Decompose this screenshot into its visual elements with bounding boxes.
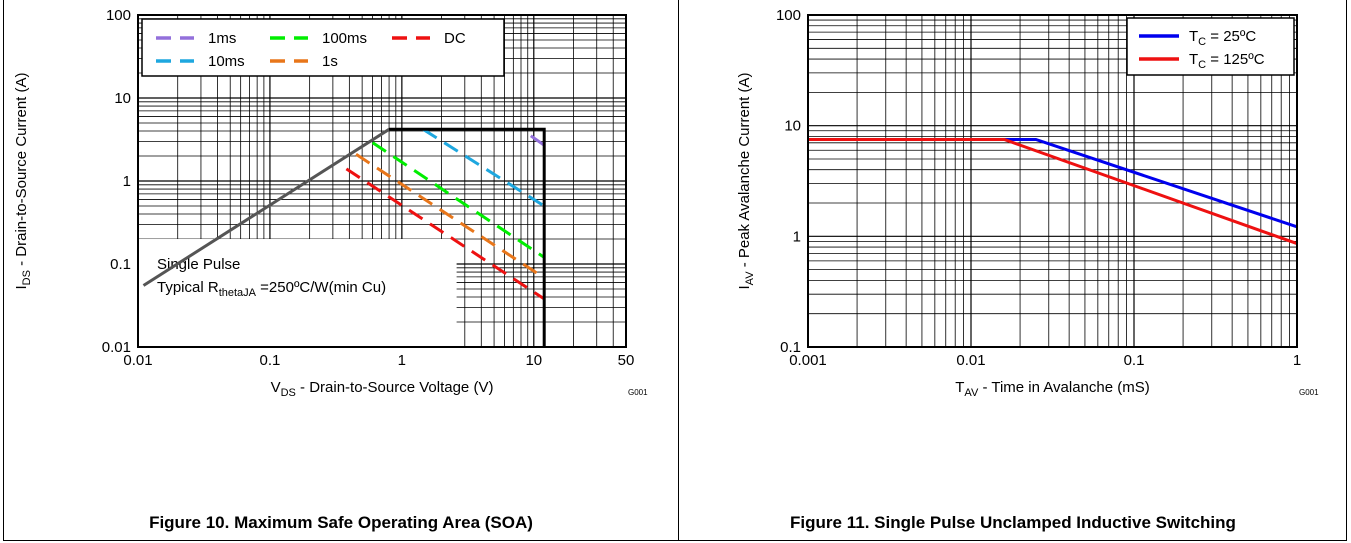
y-axis-label: IDS - Drain-to-Source Current (A)	[13, 72, 33, 289]
uis-caption: Figure 11. Single Pulse Unclamped Induct…	[790, 513, 1236, 532]
legend-label: TC = 25ºC	[1189, 28, 1256, 48]
y-axis-label: IAV - Peak Avalanche Current (A)	[736, 72, 756, 289]
page-border	[3, 0, 1347, 541]
panel-divider	[678, 0, 679, 541]
y-tick-label: 10	[114, 90, 131, 107]
y-tick-label: 100	[776, 7, 801, 24]
y-tick-label: 1	[123, 173, 131, 190]
x-tick-label: 10	[525, 352, 542, 369]
x-tick-label: 0.1	[259, 352, 280, 369]
x-tick-label: 1	[398, 352, 406, 369]
series-line	[355, 153, 546, 280]
x-tick-label: 0.001	[789, 352, 827, 369]
legend: TC = 25ºC TC = 125ºC	[1126, 17, 1295, 76]
plot-border	[807, 14, 1298, 348]
legend-box	[1126, 17, 1295, 76]
x-axis-label: TAV - Time in Avalanche (mS)	[955, 379, 1149, 399]
y-tick-label: 0.1	[110, 256, 131, 273]
annotation-line-1: Single Pulse	[157, 256, 240, 273]
legend-label: 1s	[322, 53, 338, 70]
y-tick-label: 10	[784, 118, 801, 135]
legend: 1ms 100ms DC 10ms 1s	[141, 18, 505, 77]
x-tick-label: 0.1	[1124, 352, 1145, 369]
y-tick-label: 100	[106, 7, 131, 24]
legend-label: 100ms	[322, 30, 367, 47]
y-tick-label: 0.1	[780, 339, 801, 356]
soa-chart: 0.01 0.1 1 10 50 0.01 0.1 1 10 100 VDS - Drain-to-…	[13, 7, 648, 399]
plot-border	[137, 14, 627, 348]
uis-panel: 0.001 0.01 0.1 1 0.1 1 10 100 TAV - Time in Aval…	[679, 0, 1347, 541]
legend-label: TC = 125ºC	[1189, 51, 1265, 71]
x-tick-label: 0.01	[956, 352, 985, 369]
legend-label: 10ms	[208, 53, 245, 70]
soa-panel: 0.01 0.1 1 10 50 0.01 0.1 1 10 100 VDS - Drain-to-…	[4, 0, 678, 541]
x-axis-label: VDS - Drain-to-Source Voltage (V)	[271, 379, 494, 399]
series-line	[371, 141, 546, 259]
legend-label: 1ms	[208, 30, 236, 47]
annotation-box	[139, 239, 457, 346]
series-line	[389, 127, 546, 347]
annotation-line-2: Typical RthetaJA =250ºC/W(min Cu)	[157, 279, 386, 299]
x-tick-label: 0.01	[123, 352, 152, 369]
series-line	[808, 138, 1298, 246]
x-tick-label: 1	[1293, 352, 1301, 369]
series-line	[142, 128, 390, 287]
x-tick-label: 50	[618, 352, 635, 369]
y-tick-label: 1	[793, 228, 801, 245]
uis-chart: 0.001 0.01 0.1 1 0.1 1 10 100 TAV - Time in Aval…	[736, 7, 1319, 399]
legend-box	[141, 18, 505, 77]
series-line	[529, 134, 546, 147]
figure-id: G001	[628, 388, 648, 397]
legend-label: DC	[444, 30, 466, 47]
series-line	[345, 167, 546, 301]
soa-caption: Figure 10. Maximum Safe Operating Area (…	[149, 513, 533, 532]
y-tick-label: 0.01	[102, 339, 131, 356]
figure-id: G001	[1299, 388, 1319, 397]
